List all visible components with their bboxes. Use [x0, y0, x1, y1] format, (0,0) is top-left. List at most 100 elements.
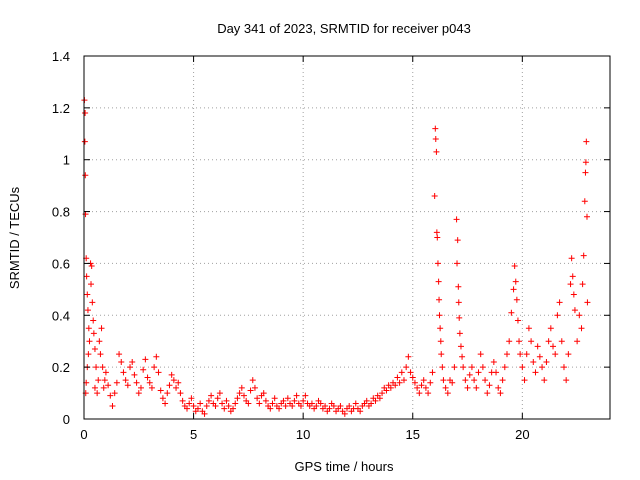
data-point	[495, 384, 502, 391]
data-point	[550, 343, 557, 350]
data-point	[454, 237, 461, 244]
data-point	[293, 392, 300, 399]
data-point	[394, 374, 401, 381]
data-point	[484, 390, 491, 397]
data-point	[230, 405, 237, 412]
data-point	[528, 338, 535, 345]
data-point	[140, 366, 147, 373]
data-point	[477, 351, 484, 358]
data-point	[582, 159, 589, 166]
data-point	[539, 364, 546, 371]
data-point	[81, 138, 88, 145]
data-point	[552, 351, 559, 358]
data-point	[262, 397, 269, 404]
data-point	[490, 358, 497, 365]
data-point	[337, 403, 344, 410]
data-point	[95, 377, 102, 384]
data-point	[420, 377, 427, 384]
x-tick-label: 5	[190, 427, 197, 442]
data-point	[317, 400, 324, 407]
data-point	[86, 338, 93, 345]
data-point	[120, 369, 127, 376]
data-point	[436, 312, 443, 319]
data-point	[574, 338, 581, 345]
grid	[84, 56, 610, 419]
data-point	[403, 364, 410, 371]
data-point	[486, 382, 493, 389]
data-point	[214, 395, 221, 402]
data-point	[407, 369, 414, 376]
data-point	[91, 384, 98, 391]
data-point	[88, 263, 95, 270]
data-point	[418, 382, 425, 389]
y-tick-label: 0	[63, 412, 70, 427]
data-point	[127, 364, 134, 371]
data-point	[379, 390, 386, 397]
data-point	[471, 377, 478, 384]
data-point	[429, 369, 436, 376]
data-point	[468, 364, 475, 371]
x-tick-label: 15	[406, 427, 420, 442]
data-point	[508, 309, 515, 316]
data-point	[124, 382, 131, 389]
y-axis-ticks: 0 0.2 0.4 0.6 0.8 1 1.2 1.4	[52, 49, 610, 427]
data-point	[435, 278, 442, 285]
data-point	[372, 397, 379, 404]
data-point	[437, 338, 444, 345]
data-point	[514, 317, 521, 324]
x-tick-label: 0	[80, 427, 87, 442]
data-point	[308, 400, 315, 407]
data-point	[131, 371, 138, 378]
data-point	[137, 384, 144, 391]
data-point	[135, 390, 142, 397]
data-point	[547, 325, 554, 332]
data-point	[122, 377, 129, 384]
data-point	[177, 390, 184, 397]
data-point	[578, 325, 585, 332]
data-point	[208, 392, 215, 399]
data-point	[497, 390, 504, 397]
data-point	[240, 392, 247, 399]
data-point	[85, 325, 92, 332]
x-axis-label: GPS time / hours	[295, 459, 394, 474]
data-point	[271, 395, 278, 402]
data-point	[203, 403, 210, 410]
data-point	[506, 338, 513, 345]
data-point	[427, 379, 434, 386]
data-point	[82, 110, 89, 117]
data-point	[583, 138, 590, 145]
data-point	[212, 403, 219, 410]
data-point	[516, 338, 523, 345]
data-point	[256, 400, 263, 407]
data-point	[510, 286, 517, 293]
data-point	[166, 382, 173, 389]
data-point	[267, 405, 274, 412]
y-tick-label: 1.4	[52, 49, 70, 64]
data-point	[433, 229, 440, 236]
data-point	[85, 351, 92, 358]
data-point	[376, 395, 383, 402]
data-point	[90, 330, 97, 337]
data-point	[425, 390, 432, 397]
data-point	[148, 384, 155, 391]
data-point	[512, 278, 519, 285]
data-point	[433, 148, 440, 155]
data-point	[482, 377, 489, 384]
data-point	[201, 410, 208, 417]
data-point	[216, 390, 223, 397]
data-point	[434, 260, 441, 267]
data-point	[400, 377, 407, 384]
data-point	[456, 314, 463, 321]
data-point	[297, 403, 304, 410]
data-point	[280, 397, 287, 404]
data-point	[162, 400, 169, 407]
data-point	[565, 351, 572, 358]
data-point	[363, 397, 370, 404]
data-point	[519, 364, 526, 371]
data-point	[530, 358, 537, 365]
data-point	[581, 198, 588, 205]
data-point	[330, 403, 337, 410]
data-point	[473, 384, 480, 391]
data-point	[249, 377, 256, 384]
